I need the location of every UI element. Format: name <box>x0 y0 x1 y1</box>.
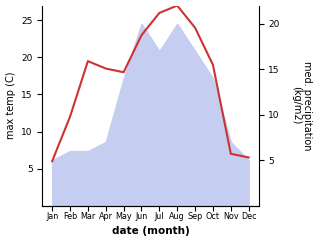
Y-axis label: med. precipitation
(kg/m2): med. precipitation (kg/m2) <box>291 61 313 150</box>
Y-axis label: max temp (C): max temp (C) <box>5 72 16 139</box>
X-axis label: date (month): date (month) <box>112 227 189 236</box>
